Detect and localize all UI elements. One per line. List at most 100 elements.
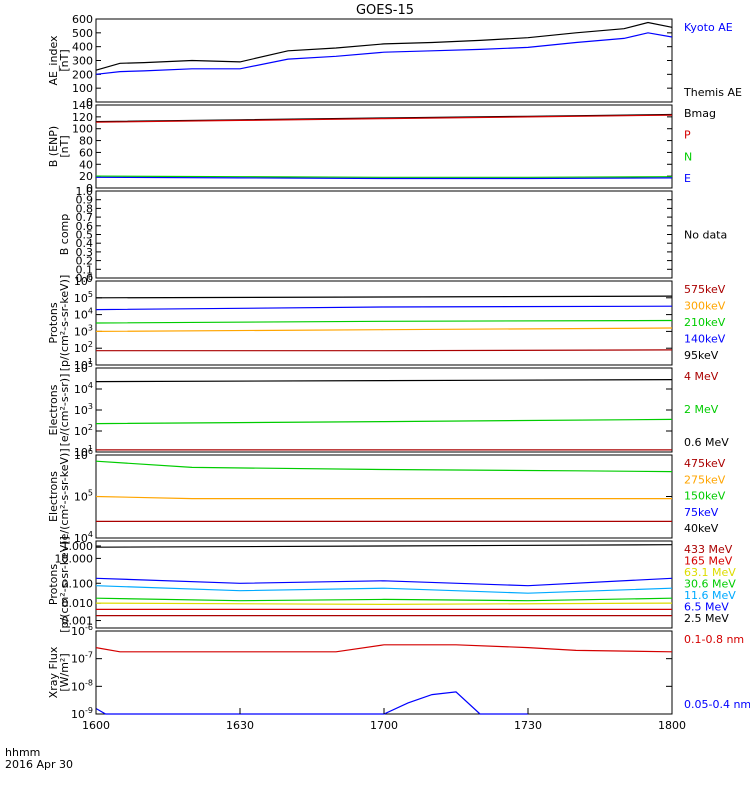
legend-entry: 165 MeV (684, 555, 733, 568)
y-axis-label: Protons (47, 564, 60, 605)
legend-entry: 275keV (684, 473, 726, 486)
y-tick-label: 103 (74, 323, 93, 338)
y-axis-label: [W/m²] (58, 653, 71, 691)
series-line-150kev (95, 460, 673, 473)
y-tick-label: 103 (74, 402, 93, 417)
x-tick-label: 1630 (226, 719, 254, 732)
series-line-6-5-mev (95, 577, 673, 587)
y-tick-label: 0.100 (62, 577, 94, 590)
legend-entry: 0.6 MeV (684, 436, 729, 449)
legend-entry: 2 MeV (684, 403, 719, 416)
y-tick-label: 0.3 (76, 246, 94, 259)
y-axis-label: [p/(cm²-s-sr-keV)] (58, 275, 71, 372)
panel-frame (95, 630, 673, 715)
series-line-0-05-0-4-nm (95, 691, 528, 715)
legend-entry: 0.05-0.4 nm (684, 698, 750, 711)
y-axis-label: B comp (58, 214, 71, 256)
y-tick-label: 10.000 (55, 552, 94, 565)
legend-entry: 95keV (684, 349, 719, 362)
y-tick-label: 102 (74, 340, 93, 355)
legend-entry: 11.6 MeV (684, 589, 736, 602)
y-tick-label: 105 (74, 290, 93, 305)
y-tick-label: 40 (79, 158, 93, 171)
y-tick-label: 20 (79, 170, 93, 183)
x-tick-label: 1600 (82, 719, 110, 732)
legend-entry: 210keV (684, 316, 726, 329)
legend-entry: P (684, 129, 691, 142)
x-axis-ticks: 1600 1630 1700 1730 1800 (82, 708, 686, 732)
legend-entry: 30.6 MeV (684, 578, 736, 591)
y-tick-label: 0.1 (76, 263, 94, 276)
legend-entry: 475keV (684, 457, 726, 470)
y-tick-label: 0.2 (76, 255, 94, 268)
series-line-n (95, 175, 673, 178)
legend-entry: 150keV (684, 490, 726, 503)
y-tick-label: 0.8 (76, 202, 94, 215)
y-tick-label: 0 (86, 182, 93, 195)
y-tick-label: 105 (74, 360, 93, 375)
panel-protons-low: 101102103104105106Protons[p/(cm²-s-sr-ke… (47, 273, 726, 372)
legend-entry: 6.5 MeV (684, 601, 729, 614)
legend-entry: 433 MeV (684, 543, 733, 556)
y-axis-label: AE_index (47, 35, 60, 86)
y-tick-label: 80 (79, 135, 93, 148)
series-line-275kev (95, 495, 672, 500)
footer-time-label: hhmm (5, 746, 40, 759)
y-tick-label: 0.7 (76, 211, 94, 224)
y-tick-label: 104 (74, 381, 93, 396)
x-tick-label: 1800 (658, 719, 686, 732)
legend-entry: N (684, 150, 692, 163)
y-tick-label: 10-7 (71, 651, 93, 666)
y-axis-label: [p/(cm²-s-sr-keV)] (58, 536, 71, 633)
y-tick-label: 104 (74, 307, 93, 322)
y-tick-label: 105 (74, 489, 93, 504)
panel-frame (95, 190, 673, 279)
y-tick-label: 100 (72, 82, 93, 95)
series-line-300kev (95, 327, 673, 332)
legend-entry: 575keV (684, 283, 726, 296)
y-tick-label: 400 (72, 41, 93, 54)
legend-entry: 63.1 MeV (684, 566, 736, 579)
y-tick-label: 0.0 (76, 272, 94, 285)
y-axis-label: B (ENP) (47, 126, 60, 167)
y-tick-label: 0.5 (76, 229, 94, 242)
legend-entry: Bmag (684, 107, 716, 120)
y-tick-label: 1.0 (76, 185, 94, 198)
panel-frame (95, 454, 673, 539)
series-line-95kev (95, 295, 673, 299)
legend-entry: 75keV (684, 506, 719, 519)
series-line-11-6-mev (95, 585, 673, 594)
y-tick-label: 0.6 (76, 220, 94, 233)
series-line-140kev (95, 305, 673, 311)
y-tick-label: 1.000 (62, 540, 94, 553)
legend-entry: E (684, 172, 691, 185)
y-tick-label: 0 (86, 96, 93, 109)
panel-frame (95, 104, 673, 189)
y-axis-label: Electrons (47, 471, 60, 522)
series-line-e (95, 176, 673, 180)
series-line-30-6-mev (95, 597, 673, 602)
legend-entry: 40keV (684, 522, 719, 535)
y-axis-label: [nT] (58, 49, 71, 71)
panel-b-comp: 0.00.10.20.30.40.50.60.70.80.91.0 B comp N… (58, 185, 727, 285)
y-axis-label: [e/(cm²-s-sr)] (58, 374, 71, 447)
legend-entry: 4 MeV (684, 370, 719, 383)
y-axis-label: Protons (47, 302, 60, 343)
y-tick-label: 600 (72, 13, 93, 26)
series-line-p (95, 114, 673, 123)
series-line-575kev (96, 349, 673, 352)
y-tick-label: 60 (79, 146, 93, 159)
x-tick-label: 1730 (514, 719, 542, 732)
series-line-kyoto-ae (95, 32, 673, 75)
y-tick-label: 0.9 (76, 194, 94, 207)
legend-entry: 0.1-0.8 nm (684, 633, 744, 646)
y-tick-label: 120 (72, 111, 93, 124)
footer-date-label: 2016 Apr 30 (5, 758, 73, 771)
